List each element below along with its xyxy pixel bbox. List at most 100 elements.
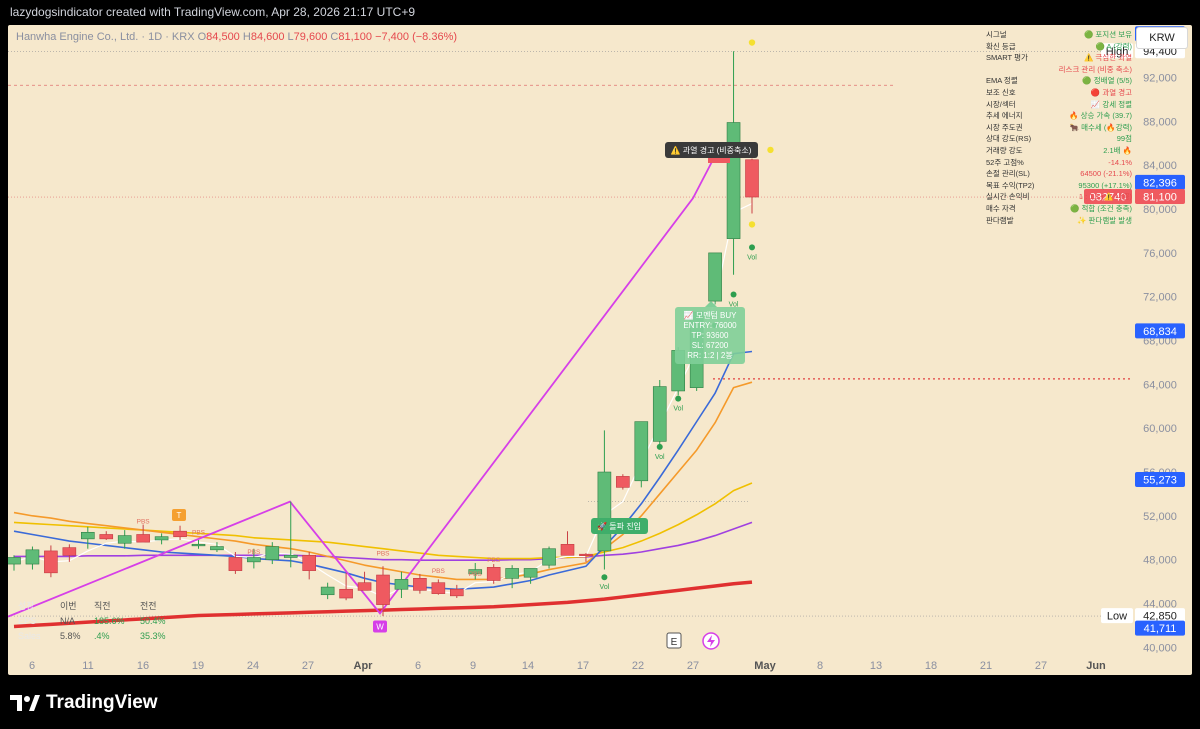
y-tick-label: 64,000 <box>1143 379 1177 391</box>
earnings-button <box>666 632 682 649</box>
signal-dot <box>748 221 756 228</box>
signal-value: 🔴 과열 경고 <box>1090 87 1132 97</box>
price-badge-current <box>1135 189 1185 205</box>
price-badge-55273-text: 55,273 <box>1143 474 1177 486</box>
x-tick-label: 13 <box>870 660 882 672</box>
x-tick-label: 17 <box>577 660 589 672</box>
financials-cell: 35.3% <box>140 631 166 641</box>
x-tick-label: 6 <box>29 660 35 672</box>
currency-button[interactable]: KRW <box>1136 27 1188 49</box>
pbs-label: PBS <box>469 571 483 578</box>
candle-body <box>339 588 353 599</box>
vol-dot <box>749 244 755 251</box>
high-value: 84,600 <box>250 31 285 43</box>
signal-value: 64500 (-21.1%) <box>1080 169 1132 179</box>
x-tick-label: 27 <box>1035 660 1047 672</box>
candle-body <box>25 549 40 565</box>
y-tick-label: 40,000 <box>1143 642 1177 654</box>
candle-body <box>191 544 206 547</box>
signal-key: 시장 주도권 <box>986 122 1023 132</box>
price-badge-41711 <box>1135 620 1185 636</box>
signal-key: 확신 등급 <box>986 41 1016 51</box>
vol-label: Vol <box>729 302 739 309</box>
signal-value: 🟢 적합 (조건 충족) <box>1070 203 1132 213</box>
header-caption: lazydogsindicator created with TradingVi… <box>10 5 416 19</box>
pbs-label: PBS <box>137 519 151 526</box>
signal-row: 판다램발 ✨ 판다램발 발생 <box>986 215 1132 227</box>
tradingview-wordmark: TradingView <box>46 692 158 713</box>
vol-dot <box>656 443 663 450</box>
tradingview-logo: TradingView <box>10 690 158 716</box>
signal-dot <box>767 146 774 154</box>
x-tick-label: May <box>754 660 776 672</box>
financials-cell: 성장 <box>18 601 35 611</box>
buy-signal-pointer <box>705 301 717 307</box>
chart-pane[interactable]: 40,00044,00048,00052,00056,00060,00064,0… <box>8 25 1192 675</box>
vol-label: Vol <box>655 454 665 461</box>
signal-key: 손절 관리(SL) <box>986 169 1030 179</box>
candle-body <box>62 547 77 556</box>
x-tick-label: Apr <box>354 660 374 672</box>
vol-label: Vol <box>673 406 683 413</box>
x-tick-label: 27 <box>687 660 699 672</box>
signal-value: 1 : 1.1 (⚠️ 나쁨) <box>1078 192 1132 202</box>
signal-key: 보조 신호 <box>986 87 1016 97</box>
signal-row: 손절 관리(SL) 64500 (-21.1%) <box>986 168 1132 180</box>
financials-cell: 185.6% <box>94 616 125 626</box>
x-tick-label: 24 <box>247 660 259 672</box>
vol-dot <box>675 395 682 402</box>
financials-cell: 이번 <box>60 601 77 611</box>
t-marker <box>172 508 186 521</box>
candle-body <box>117 535 132 544</box>
high-label-badge <box>1101 43 1133 59</box>
x-tick-label: 22 <box>632 660 644 672</box>
candle-body <box>320 586 335 596</box>
y-tick-label: 88,000 <box>1143 116 1177 128</box>
signal-value: 🔥 상승 가속 (39.7) <box>1069 111 1132 121</box>
signal-key: 실시간 손익비 <box>986 192 1030 202</box>
signal-row: 52주 고점% -14.1% <box>986 157 1132 169</box>
pbs-label: PBS <box>432 568 446 575</box>
price-badge-current-text: 81,100 <box>1143 192 1177 204</box>
w-marker-label: W <box>376 623 384 632</box>
candle-body <box>302 554 317 571</box>
candle-body <box>173 530 187 537</box>
symbol-legend: Hanwha Engine Co., Ltd. · 1D · KRX O84,5… <box>16 31 457 43</box>
y-tick-label: 80,000 <box>1143 204 1177 216</box>
close-value: 81,100 <box>338 31 372 43</box>
candle-body <box>486 567 501 581</box>
chart-canvas[interactable]: 40,00044,00048,00052,00056,00060,00064,0… <box>8 25 1192 675</box>
signal-row: 매수 자격 🟢 적합 (조건 충족) <box>986 203 1132 215</box>
price-badge-countdown-text: 082740 <box>1090 192 1127 204</box>
signal-value: 🟢 정배열 (5/5) <box>1082 76 1132 86</box>
signal-row: 추세 에너지 🔥 상승 가속 (39.7) <box>986 110 1132 122</box>
candle-body <box>597 471 612 552</box>
signal-key: 판다램발 <box>986 215 1014 225</box>
vol-label: Vol <box>600 584 610 591</box>
open-label: O <box>197 31 207 43</box>
signal-value: 🟢 포지션 보유 <box>1083 30 1132 39</box>
signal-row: 실시간 손익비 1 : 1.1 (⚠️ 나쁨) <box>986 191 1132 203</box>
x-tick-label: 21 <box>980 660 992 672</box>
high-label: H <box>242 31 251 43</box>
financials-header: 성장 이번 직전 전전 <box>18 599 180 614</box>
pbs-label: PBS <box>192 529 206 536</box>
high-label-badge-text: High <box>1106 46 1129 58</box>
signal-row: 확신 등급 🟢 A (강력) <box>986 41 1132 53</box>
signal-key: 상대 강도(RS) <box>986 134 1032 144</box>
candle-body <box>431 582 446 594</box>
y-tick-label: 92,000 <box>1143 73 1177 85</box>
price-badge-countdown <box>1084 189 1132 205</box>
x-tick-label: 14 <box>522 660 534 672</box>
signal-row: 시장/섹터 📈 강세 정렬 <box>986 99 1132 111</box>
open-value: 84,500 <box>206 31 240 43</box>
low-label-badge <box>1101 608 1133 624</box>
signal-value: -14.1% <box>1108 157 1132 167</box>
candle-body <box>81 531 95 540</box>
change-value: −7,400 (−8.36%) <box>375 31 458 43</box>
signal-value: 95300 (+17.1%) <box>1078 180 1132 190</box>
candle-body <box>468 569 483 575</box>
breakout-badge <box>591 518 648 534</box>
earnings-button-label: E <box>671 637 678 648</box>
financials-cell: 직전 <box>94 601 111 611</box>
